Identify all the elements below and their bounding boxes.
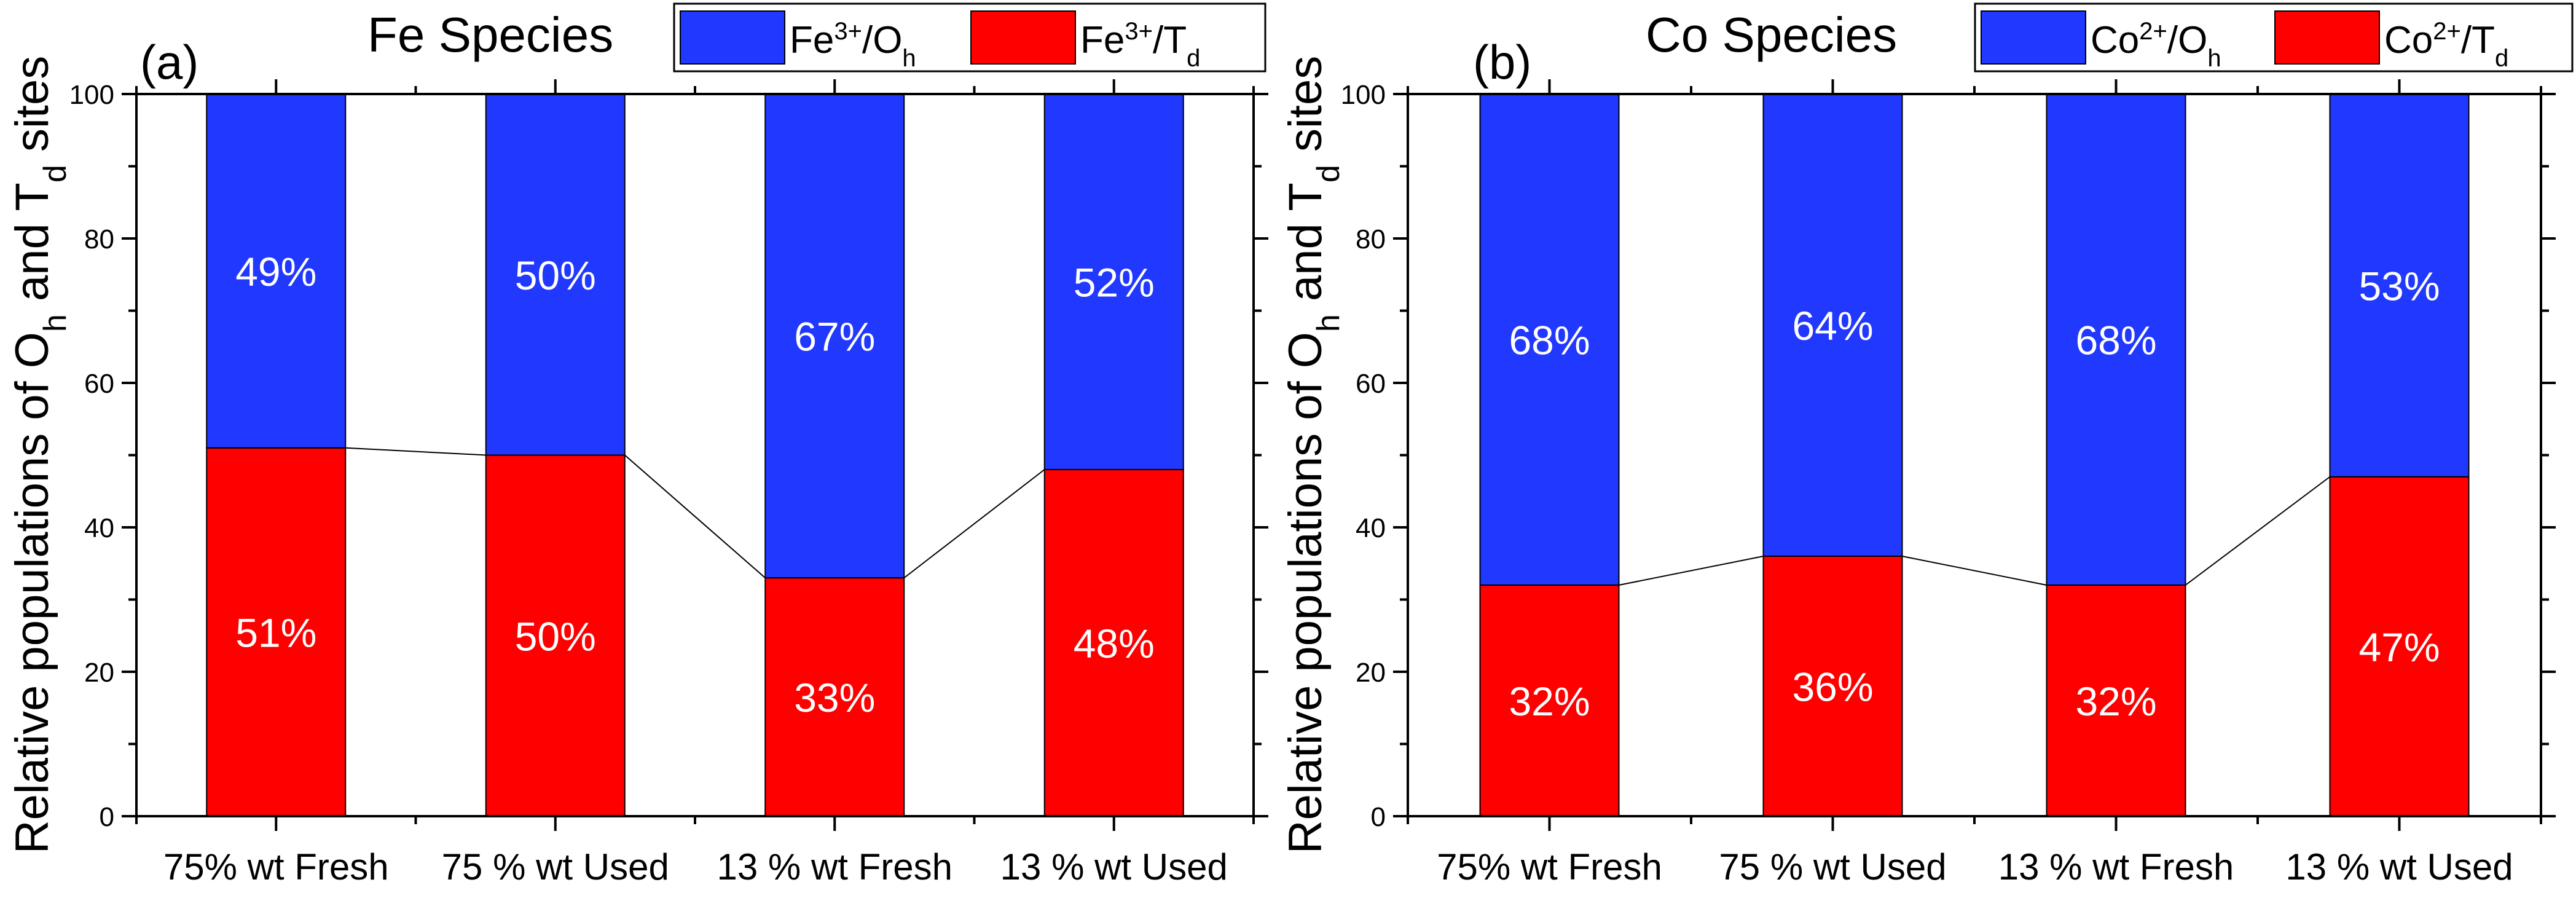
x-tick-label-13-wt-used: 13 % wt Used xyxy=(2285,846,2513,887)
y-tick-label-40: 40 xyxy=(84,513,114,543)
y-tick-label-100: 100 xyxy=(1341,80,1386,110)
bar-co2-td-13-wt-used xyxy=(2329,476,2470,817)
bar-co2-oh-13-wt-fresh xyxy=(2046,93,2186,586)
bar-fe3-oh-13-wt-used xyxy=(1043,93,1184,470)
legend-swatch-co2-td xyxy=(2274,10,2380,65)
y-tick-label-20: 20 xyxy=(1356,658,1386,688)
bar-co2-oh-75-wt-used xyxy=(1762,93,1903,557)
legend-label-co2-td: Co2+/Td xyxy=(2384,18,2508,72)
legend-label-fe3-oh: Fe3+/Oh xyxy=(790,18,916,72)
data-label-co2-oh-75-wt-used: 64% xyxy=(1792,303,1873,348)
data-label-fe3-oh-13-wt-fresh: 67% xyxy=(794,314,875,360)
connector-line-2 xyxy=(1902,556,2047,586)
data-label-fe3-td-75-wt-fresh: 51% xyxy=(235,610,316,655)
x-tick-label-75-wt-used: 75 % wt Used xyxy=(442,846,669,887)
co-species-panel: 32% 68% 36% 64% 32% 68% 47% 53% 0 20 40 60 80 100 75% … xyxy=(1279,2,2574,887)
data-label-fe3-oh-13-wt-used: 52% xyxy=(1074,260,1155,305)
data-label-co2-oh-75-wt-fresh: 68% xyxy=(1509,318,1590,363)
x-tick-label-75-wt-used: 75 % wt Used xyxy=(1719,846,1946,887)
bar-co2-td-75-wt-fresh xyxy=(1479,584,1620,817)
connector-line-1 xyxy=(345,447,486,456)
connector-line-3 xyxy=(2185,476,2331,586)
connector-line-1 xyxy=(1619,556,1764,586)
fe-species-panel: 51% 49% 50% 50% 33% 67% 48% 52% 0 20 40 60 80 100 75% … xyxy=(6,2,1268,887)
bar-co2-oh-13-wt-used xyxy=(2329,93,2470,478)
y-tick-label-60: 60 xyxy=(1356,369,1386,399)
legend-swatch-fe3-td xyxy=(970,10,1076,65)
x-tick-label-13-wt-fresh: 13 % wt Fresh xyxy=(1998,846,2234,887)
y-tick-label-0: 0 xyxy=(100,802,114,832)
data-label-fe3-td-13-wt-used: 48% xyxy=(1074,621,1155,666)
data-label-fe3-oh-75-wt-fresh: 49% xyxy=(235,249,316,294)
y-tick-label-80: 80 xyxy=(1356,224,1386,254)
y-tick-label-100: 100 xyxy=(69,80,114,110)
y-tick-label-0: 0 xyxy=(1371,802,1386,832)
x-tick-label-13-wt-fresh: 13 % wt Fresh xyxy=(717,846,952,887)
panel-title: Co Species xyxy=(1646,7,1897,62)
bar-fe3-td-13-wt-fresh xyxy=(764,577,905,817)
x-tick-label-75-wt-fresh: 75% wt Fresh xyxy=(1437,846,1662,887)
panel-letter: (a) xyxy=(140,35,198,89)
bar-fe3-oh-75-wt-fresh xyxy=(206,93,347,449)
y-tick-label-40: 40 xyxy=(1356,513,1386,543)
legend-label-fe3-td: Fe3+/Td xyxy=(1080,18,1200,72)
data-label-co2-td-75-wt-used: 36% xyxy=(1792,664,1873,710)
bar-fe3-td-75-wt-fresh xyxy=(206,447,347,817)
legend-swatch-co2-oh xyxy=(1981,10,2086,65)
data-label-fe3-td-75-wt-used: 50% xyxy=(515,613,596,659)
connector-line-3 xyxy=(903,469,1045,579)
y-tick-label-80: 80 xyxy=(84,224,114,254)
legend-label-co2-oh: Co2+/Oh xyxy=(2091,18,2221,72)
data-label-fe3-td-13-wt-fresh: 33% xyxy=(794,675,875,720)
data-label-co2-oh-13-wt-fresh: 68% xyxy=(2075,318,2156,363)
y-axis-label: Relative populations of Oh and Td sites xyxy=(6,56,73,854)
x-tick-label-75-wt-fresh: 75% wt Fresh xyxy=(163,846,389,887)
data-label-co2-oh-13-wt-used: 53% xyxy=(2358,263,2440,309)
bar-co2-oh-75-wt-fresh xyxy=(1479,93,1620,586)
legend-swatch-fe3-oh xyxy=(680,10,785,65)
y-tick-label-20: 20 xyxy=(84,658,114,688)
y-tick-label-60: 60 xyxy=(84,369,114,399)
data-label-co2-td-13-wt-fresh: 32% xyxy=(2075,679,2156,724)
bar-co2-td-75-wt-used xyxy=(1762,556,1903,817)
bar-fe3-td-13-wt-used xyxy=(1043,469,1184,817)
y-axis-label: Relative populations of Oh and Td sites xyxy=(1279,56,1346,854)
data-label-co2-td-75-wt-fresh: 32% xyxy=(1509,679,1590,724)
x-tick-label-13-wt-used: 13 % wt Used xyxy=(1000,846,1228,887)
bar-fe3-oh-75-wt-used xyxy=(485,93,626,456)
data-label-fe3-oh-75-wt-used: 50% xyxy=(515,253,596,298)
bar-fe3-oh-13-wt-fresh xyxy=(764,93,905,579)
panel-letter: (b) xyxy=(1473,35,1531,89)
connector-line-2 xyxy=(624,454,766,579)
data-label-co2-td-13-wt-used: 47% xyxy=(2358,624,2440,670)
panel-title: Fe Species xyxy=(367,7,613,62)
